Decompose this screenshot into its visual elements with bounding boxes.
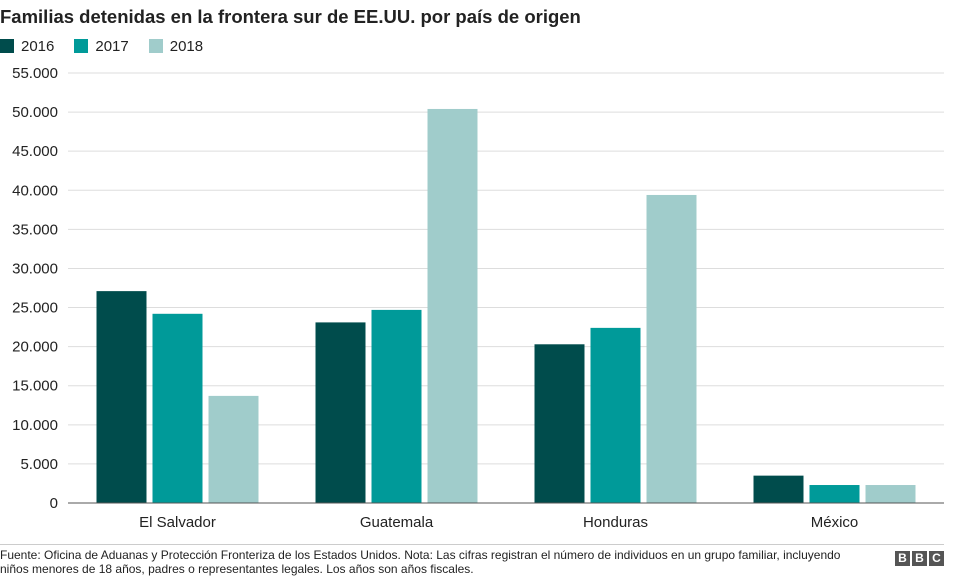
y-tick-label: 25.000 bbox=[12, 300, 58, 317]
bar-chart: 0 5.000 10.000 15.000 20.000 25.000 30.000 35.0… bbox=[12, 65, 944, 531]
bar-2018-honduras bbox=[646, 194, 697, 504]
y-tick-label: 30.000 bbox=[12, 260, 58, 277]
bar-2016-honduras bbox=[534, 344, 585, 503]
bar-2017-honduras bbox=[590, 327, 641, 503]
y-tick-label: 45.000 bbox=[12, 143, 58, 160]
x-tick-label: Honduras bbox=[583, 514, 648, 531]
y-tick-label: 5.000 bbox=[20, 456, 58, 473]
y-tick-label: 50.000 bbox=[12, 104, 58, 121]
legend-label-2017: 2017 bbox=[95, 37, 129, 55]
bbc-logo-letter: B bbox=[895, 551, 910, 566]
source-note: Fuente: Oficina de Aduanas y Protección … bbox=[0, 548, 841, 576]
bar-2017-guatemala bbox=[371, 309, 422, 503]
bar-2017-el-salvador bbox=[152, 313, 203, 503]
bar-2017-méxico bbox=[809, 485, 860, 503]
y-tick-label: 40.000 bbox=[12, 182, 58, 199]
y-tick-label: 15.000 bbox=[12, 378, 58, 395]
footer-divider bbox=[0, 544, 944, 545]
bbc-logo: B B C bbox=[893, 551, 944, 566]
bbc-logo-letter: B bbox=[912, 551, 927, 566]
legend-swatch-2018 bbox=[148, 39, 163, 53]
bar-2018-guatemala bbox=[427, 108, 478, 504]
legend-swatch-2016 bbox=[0, 39, 14, 53]
y-tick-label: 20.000 bbox=[12, 339, 58, 356]
bar-2016-guatemala bbox=[315, 322, 366, 503]
legend-item-2017: 2017 bbox=[74, 37, 129, 55]
bbc-logo-letter: C bbox=[929, 551, 944, 566]
legend-swatch-2017 bbox=[74, 39, 89, 53]
y-tick-label: 10.000 bbox=[12, 417, 58, 434]
y-tick-label: 55.000 bbox=[12, 65, 58, 82]
legend: 2016 2017 2018 bbox=[0, 37, 223, 55]
y-tick-label: 35.000 bbox=[12, 221, 58, 238]
x-tick-label: El Salvador bbox=[139, 514, 216, 531]
x-tick-label: Guatemala bbox=[360, 514, 434, 531]
chart-title: Familias detenidas en la frontera sur de… bbox=[0, 6, 581, 27]
bar-2016-el-salvador bbox=[96, 291, 147, 503]
y-tick-label: 0 bbox=[50, 495, 58, 512]
legend-label-2018: 2018 bbox=[169, 37, 204, 55]
bar-2018-méxico bbox=[865, 485, 916, 503]
bar-2016-méxico bbox=[753, 475, 804, 503]
legend-label-2016: 2016 bbox=[21, 37, 55, 55]
legend-item-2016: 2016 bbox=[0, 38, 54, 55]
x-tick-label: México bbox=[811, 514, 859, 531]
legend-item-2018: 2018 bbox=[148, 37, 204, 55]
bar-2018-el-salvador bbox=[208, 395, 259, 503]
